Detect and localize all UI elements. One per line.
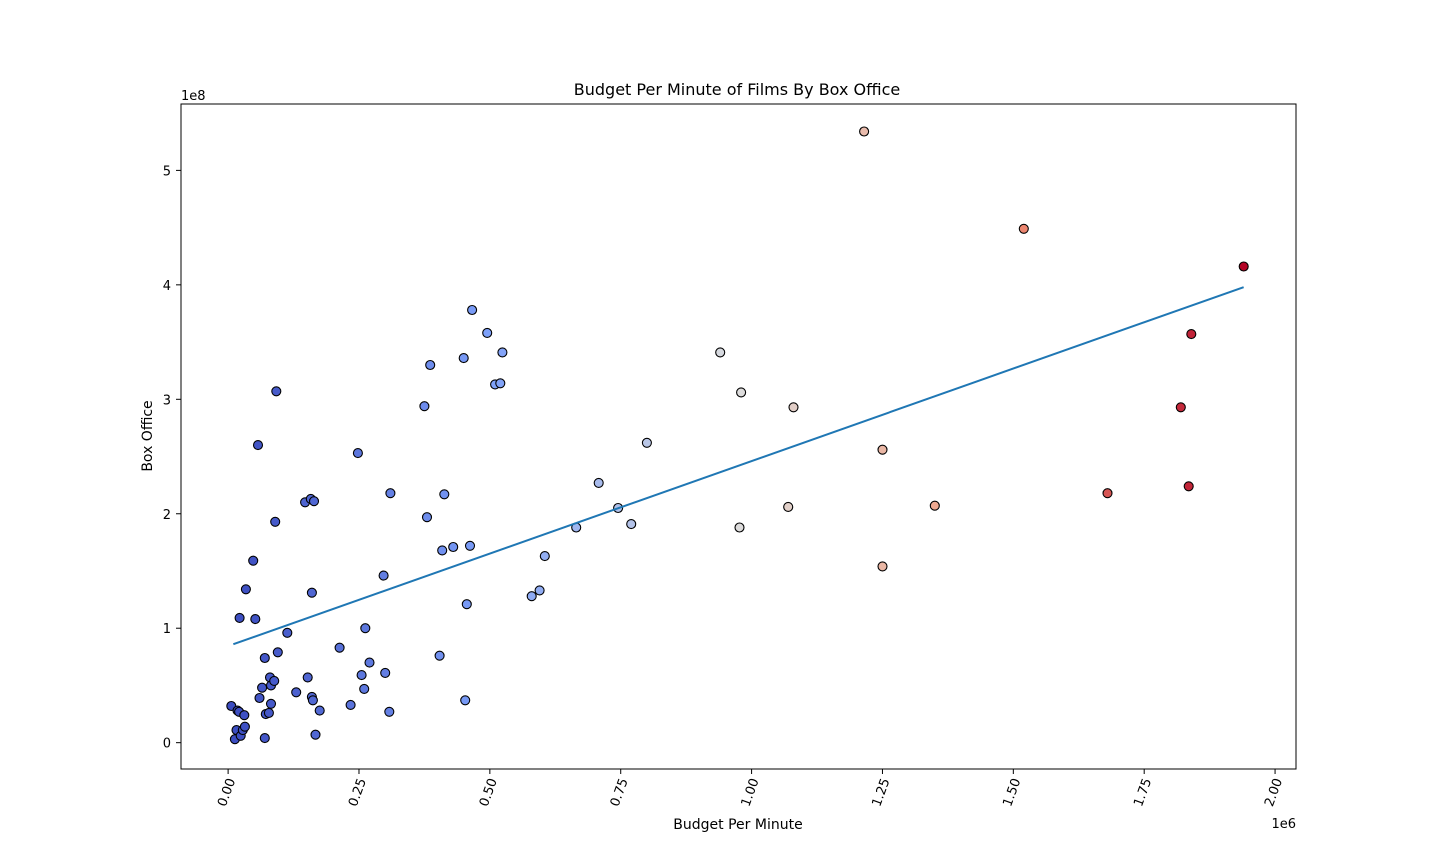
x-tick-label: 0.75 — [608, 776, 632, 808]
data-point — [1183, 481, 1194, 492]
data-point — [497, 347, 508, 358]
data-point — [265, 698, 277, 709]
y-tick-label: 0 — [163, 737, 171, 752]
data-point — [272, 647, 283, 658]
data-point — [360, 623, 371, 634]
y-tick-label: 4 — [163, 279, 171, 294]
data-point — [783, 501, 794, 512]
x-tick-label: 0.50 — [477, 776, 501, 808]
y-axis: 0 1 2 3 4 5 — [163, 164, 181, 752]
data-point — [385, 488, 396, 499]
data-point — [234, 612, 245, 623]
y-axis-label: Box Office — [140, 400, 156, 471]
data-point — [495, 378, 506, 389]
data-point — [734, 522, 745, 533]
x-axis: 0.00 0.25 0.50 0.75 1.00 1.25 1.50 1.75 2.00 — [215, 769, 1286, 809]
data-point — [270, 516, 281, 527]
data-point — [334, 642, 345, 653]
data-point — [302, 672, 313, 683]
chart-title: Budget Per Minute of Films By Box Office — [574, 80, 900, 99]
data-point — [384, 706, 395, 717]
data-point — [378, 570, 389, 581]
data-point — [364, 657, 375, 668]
x-tick-label: 0.25 — [346, 776, 370, 808]
data-point — [271, 386, 282, 397]
data-point — [458, 353, 469, 364]
data-point — [736, 387, 747, 398]
data-point — [464, 540, 476, 551]
data-point — [788, 402, 799, 413]
data-point — [352, 448, 363, 459]
y-offset-label: 1e8 — [181, 89, 206, 104]
data-point — [534, 585, 545, 596]
data-point — [314, 705, 325, 716]
x-tick-label: 0.00 — [215, 776, 239, 808]
data-point — [380, 667, 391, 678]
data-point — [240, 584, 251, 595]
points-layer — [226, 126, 1249, 745]
x-offset-label: 1e6 — [1271, 817, 1296, 832]
data-point — [1186, 329, 1197, 340]
x-tick-label: 1.50 — [1000, 776, 1024, 808]
data-point — [715, 347, 726, 358]
data-point — [306, 587, 317, 598]
data-point — [252, 440, 264, 451]
data-point — [641, 437, 652, 448]
data-point — [1018, 223, 1029, 234]
data-point — [239, 721, 250, 732]
y-tick-label: 1 — [163, 622, 171, 637]
data-point — [1102, 488, 1113, 499]
data-point — [482, 327, 493, 338]
data-point — [345, 699, 356, 710]
data-point — [1175, 402, 1186, 413]
data-point — [437, 545, 448, 556]
data-point — [434, 650, 445, 661]
plot-frame — [180, 103, 1297, 770]
data-point — [263, 707, 274, 718]
trendline-layer — [233, 286, 1244, 646]
data-point — [461, 599, 472, 610]
data-point — [425, 359, 436, 371]
y-tick-label: 2 — [163, 508, 171, 523]
data-point — [259, 733, 270, 744]
data-point — [1238, 261, 1249, 272]
data-point — [526, 591, 537, 602]
data-point — [239, 710, 250, 721]
data-point — [421, 512, 433, 523]
x-tick-label: 1.25 — [870, 776, 894, 808]
y-tick-label: 5 — [163, 164, 171, 179]
data-point — [448, 541, 459, 553]
x-tick-label: 2.00 — [1262, 776, 1286, 808]
x-tick-label: 1.00 — [739, 776, 763, 808]
data-point — [291, 687, 302, 698]
data-point — [310, 729, 321, 740]
data-point — [282, 627, 293, 638]
data-point — [439, 489, 450, 500]
x-axis-label: Budget Per Minute — [673, 817, 802, 833]
data-point — [250, 614, 261, 625]
data-point — [248, 555, 259, 566]
x-tick-label: 1.75 — [1131, 776, 1155, 808]
data-point — [308, 496, 320, 507]
data-point — [859, 126, 870, 137]
data-point — [593, 477, 604, 488]
data-point — [877, 561, 888, 572]
y-tick-label: 3 — [163, 393, 171, 408]
data-point — [359, 683, 370, 694]
data-point — [356, 670, 367, 681]
data-point — [626, 519, 637, 530]
data-point — [460, 695, 471, 706]
data-point — [877, 444, 888, 455]
data-point — [539, 551, 550, 562]
data-point — [257, 682, 268, 693]
data-point — [259, 652, 270, 664]
data-point — [419, 401, 430, 412]
trendline — [233, 286, 1244, 646]
data-point — [929, 500, 940, 511]
data-point — [254, 692, 265, 704]
data-point — [467, 304, 478, 316]
data-point — [269, 675, 280, 686]
data-point — [307, 695, 318, 706]
